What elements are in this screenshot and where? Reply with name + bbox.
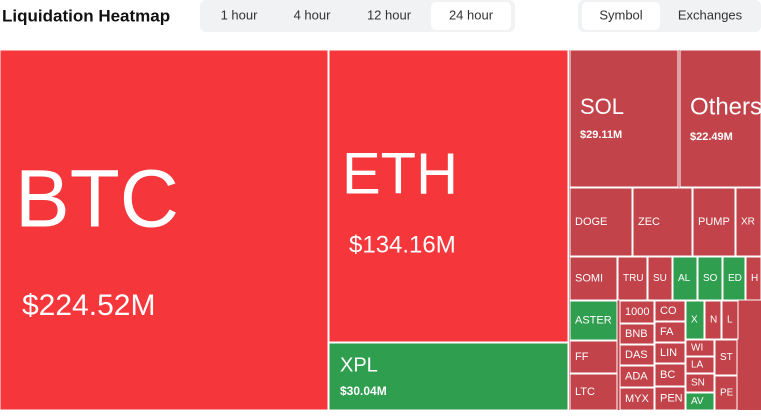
tile-label: DOGE <box>575 216 607 228</box>
tile-label: N <box>710 315 717 326</box>
tile-value: $134.16M <box>349 231 456 258</box>
tile-label: ETH <box>342 141 458 206</box>
tile-label: MYX <box>625 393 650 405</box>
period-tab[interactable]: 1 hour <box>221 7 259 22</box>
tile-label: L <box>727 315 733 326</box>
grouping-tab-selected <box>582 2 660 30</box>
tile[interactable] <box>619 387 655 411</box>
tile[interactable] <box>692 187 736 257</box>
tile-label: BNB <box>625 328 648 340</box>
tile[interactable] <box>619 300 655 324</box>
tile-label: LIN <box>660 347 677 359</box>
tile[interactable] <box>745 256 761 301</box>
tile-label: SO <box>703 273 718 284</box>
tile[interactable] <box>672 256 698 301</box>
tile-label: TRU <box>623 273 644 284</box>
tile-label: DAS <box>625 349 648 361</box>
tile[interactable] <box>619 344 655 366</box>
tile-label: 1000 <box>625 306 649 318</box>
tile[interactable] <box>328 49 569 343</box>
tile-label: PE <box>720 388 734 399</box>
tile-label: LTC <box>575 386 595 398</box>
tile[interactable] <box>632 187 693 257</box>
tile[interactable] <box>619 365 655 388</box>
tile-label: FF <box>575 351 589 363</box>
tile[interactable] <box>735 187 761 257</box>
header: Liquidation Heatmap 1 hour 4 hour 12 hour 2… <box>2 0 761 32</box>
tile-label: LA <box>691 360 704 371</box>
grouping-tab[interactable]: Exchanges <box>678 7 743 22</box>
tile-label: ZEC <box>638 216 660 228</box>
tile[interactable] <box>685 300 705 340</box>
tile-label: WI <box>691 343 703 354</box>
tile-value: $30.04M <box>340 384 387 398</box>
tile[interactable] <box>328 342 569 411</box>
tile[interactable] <box>654 321 686 343</box>
tile-label: ED <box>728 273 742 284</box>
tile[interactable] <box>617 256 648 301</box>
tile-label: PEN <box>660 392 683 404</box>
tile-label: FA <box>660 326 674 338</box>
tile[interactable] <box>685 392 715 411</box>
tile[interactable] <box>647 256 673 301</box>
tile[interactable] <box>704 300 722 340</box>
tile[interactable] <box>721 300 739 340</box>
tile[interactable] <box>569 373 618 411</box>
tile[interactable] <box>714 339 738 376</box>
tile-label: Others <box>690 93 761 120</box>
period-tab-selected <box>431 2 511 30</box>
period-tab[interactable]: 4 hour <box>294 7 332 22</box>
tile-label: SN <box>691 378 705 389</box>
tile-label: SOMI <box>575 272 603 284</box>
tile[interactable] <box>654 342 686 364</box>
tile[interactable] <box>0 49 329 411</box>
title: Liquidation Heatmap <box>2 6 170 25</box>
tile-label: H <box>751 273 758 284</box>
tile-label: ASTER <box>575 314 612 326</box>
tile[interactable] <box>569 187 633 257</box>
tile[interactable] <box>619 323 655 345</box>
treemap: BTC$224.52METH$134.16MXPL$30.04MSOL$29.1… <box>0 49 761 411</box>
tile-value: $224.52M <box>22 289 155 322</box>
tile-label: ST <box>720 352 733 363</box>
tile-label: XPL <box>340 354 378 376</box>
tile[interactable] <box>697 256 723 301</box>
tile-label: PUMP <box>698 216 730 228</box>
tile[interactable] <box>685 356 715 374</box>
tile[interactable] <box>569 256 618 301</box>
tile[interactable] <box>569 340 618 374</box>
tile-label: CO <box>660 305 677 317</box>
tile[interactable] <box>654 363 686 387</box>
tile-label: SOL <box>580 94 624 119</box>
tile[interactable] <box>654 386 686 411</box>
tile[interactable] <box>685 339 715 357</box>
tile-label: SU <box>653 273 667 284</box>
tile-label: XR <box>741 217 755 228</box>
tile-label: BTC <box>15 154 179 245</box>
tile[interactable] <box>654 300 686 322</box>
tile[interactable] <box>569 300 618 341</box>
tile-label: ADA <box>625 370 648 382</box>
tile-value: $29.11M <box>580 129 622 141</box>
tile-label: X <box>691 315 698 326</box>
tile-label: AV <box>691 396 704 407</box>
tile[interactable] <box>714 375 738 411</box>
tile[interactable] <box>679 49 761 188</box>
tile-label: AL <box>678 273 691 284</box>
tile-label: BC <box>660 369 675 381</box>
period-tab[interactable]: 24 hour <box>449 7 494 22</box>
tile[interactable] <box>569 49 679 188</box>
tile-value: $22.49M <box>690 131 733 143</box>
tile[interactable] <box>722 256 746 301</box>
tile[interactable] <box>685 373 715 393</box>
period-tab[interactable]: 12 hour <box>367 7 412 22</box>
grouping-tab[interactable]: Symbol <box>599 7 642 22</box>
